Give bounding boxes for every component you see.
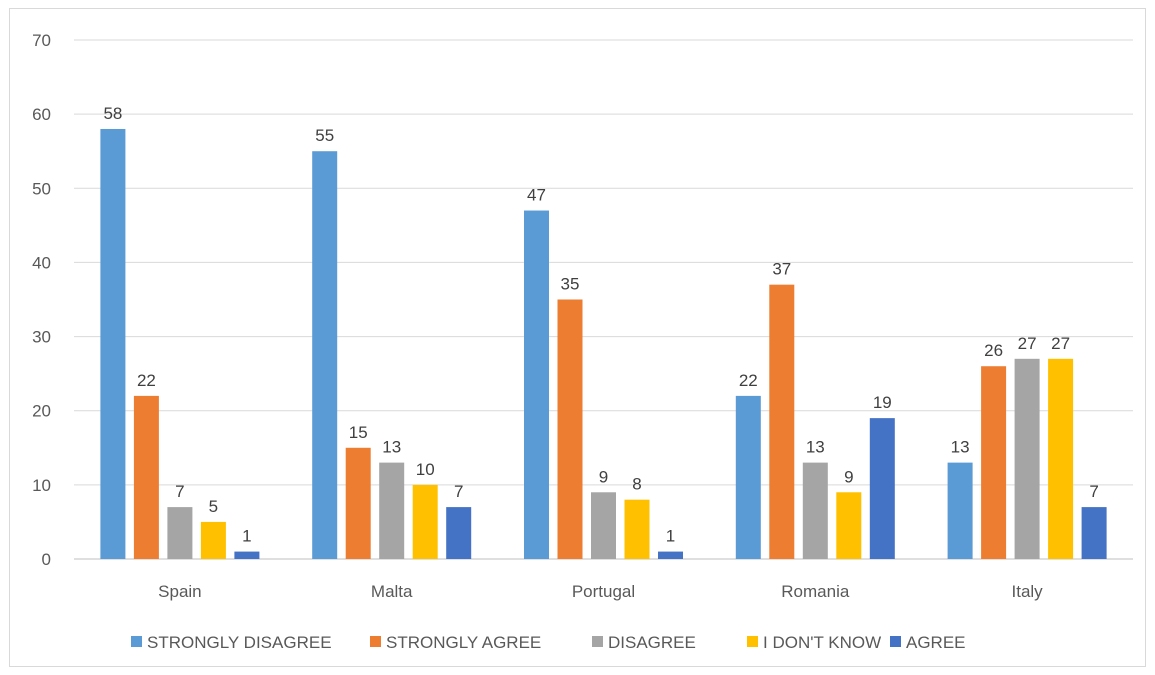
y-tick-label: 10 xyxy=(32,476,51,495)
data-label: 7 xyxy=(454,482,463,501)
bar xyxy=(412,484,438,559)
bar xyxy=(133,395,159,559)
y-tick-label: 30 xyxy=(32,328,51,347)
data-label: 13 xyxy=(382,438,401,457)
y-tick-label: 40 xyxy=(32,253,51,272)
y-axis: 0 10 20 30 40 50 60 70 xyxy=(32,31,51,569)
bar xyxy=(981,366,1007,559)
y-tick-label: 50 xyxy=(32,179,51,198)
category-label: Italy xyxy=(1012,582,1044,601)
data-label: 26 xyxy=(984,341,1003,360)
category-label: Malta xyxy=(371,582,413,601)
data-label: 9 xyxy=(599,467,608,486)
data-label: 35 xyxy=(561,275,580,294)
legend-label: I DON'T KNOW xyxy=(763,633,881,652)
bar xyxy=(869,418,895,559)
data-label: 1 xyxy=(666,527,675,546)
bar xyxy=(802,462,828,559)
data-label: 19 xyxy=(873,393,892,412)
legend-label: AGREE xyxy=(906,633,966,652)
data-label: 13 xyxy=(951,438,970,457)
legend-swatch xyxy=(890,636,901,647)
legend-swatch xyxy=(747,636,758,647)
bar xyxy=(658,551,683,559)
bar xyxy=(524,210,549,559)
data-label: 27 xyxy=(1051,334,1070,353)
data-label: 8 xyxy=(632,475,641,494)
bar xyxy=(312,151,338,559)
bar xyxy=(624,499,650,559)
data-label: 13 xyxy=(806,438,825,457)
legend-swatch xyxy=(370,636,381,647)
bar xyxy=(100,128,126,559)
bar xyxy=(446,507,472,559)
data-label: 55 xyxy=(315,126,334,145)
data-label: 47 xyxy=(527,186,546,205)
bar xyxy=(1014,358,1040,559)
category-label: Spain xyxy=(158,582,201,601)
data-label: 27 xyxy=(1018,334,1037,353)
data-label: 15 xyxy=(349,423,368,442)
legend-label: STRONGLY AGREE xyxy=(386,633,541,652)
bar xyxy=(769,284,795,559)
y-tick-label: 60 xyxy=(32,105,51,124)
bar xyxy=(379,462,405,559)
legend-label: DISAGREE xyxy=(608,633,696,652)
data-label: 7 xyxy=(175,482,184,501)
bar xyxy=(345,447,371,559)
data-label: 5 xyxy=(209,497,218,516)
data-label: 7 xyxy=(1089,482,1098,501)
data-label: 1 xyxy=(242,527,251,546)
bar xyxy=(591,492,616,559)
legend: STRONGLY DISAGREE STRONGLY AGREE DISAGREE I… xyxy=(131,633,966,652)
data-label: 9 xyxy=(844,467,853,486)
x-axis: Spain Malta Portugal Romania Italy xyxy=(158,582,1043,601)
data-label: 22 xyxy=(137,371,156,390)
category-label: Portugal xyxy=(572,582,635,601)
y-tick-label: 20 xyxy=(32,402,51,421)
data-label: 37 xyxy=(772,260,791,279)
data-label: 10 xyxy=(416,460,435,479)
legend-swatch xyxy=(592,636,603,647)
legend-swatch xyxy=(131,636,142,647)
legend-label: STRONGLY DISAGREE xyxy=(147,633,332,652)
y-tick-label: 70 xyxy=(32,31,51,50)
bar xyxy=(836,492,862,559)
category-label: Romania xyxy=(781,582,850,601)
bars xyxy=(100,128,1107,559)
bar xyxy=(234,551,260,559)
bar xyxy=(557,299,583,559)
data-label: 22 xyxy=(739,371,758,390)
data-labels: 58 22 7 5 1 55 15 13 10 7 47 35 9 8 1 22 37 13 9 19 13 26 27 27… xyxy=(103,104,1098,546)
bar xyxy=(200,521,226,559)
bar xyxy=(735,395,761,559)
bar xyxy=(1048,358,1074,559)
data-label: 58 xyxy=(103,104,122,123)
bar xyxy=(167,507,193,559)
y-tick-label: 0 xyxy=(42,550,51,569)
bar xyxy=(947,462,973,559)
bar xyxy=(1081,507,1107,559)
